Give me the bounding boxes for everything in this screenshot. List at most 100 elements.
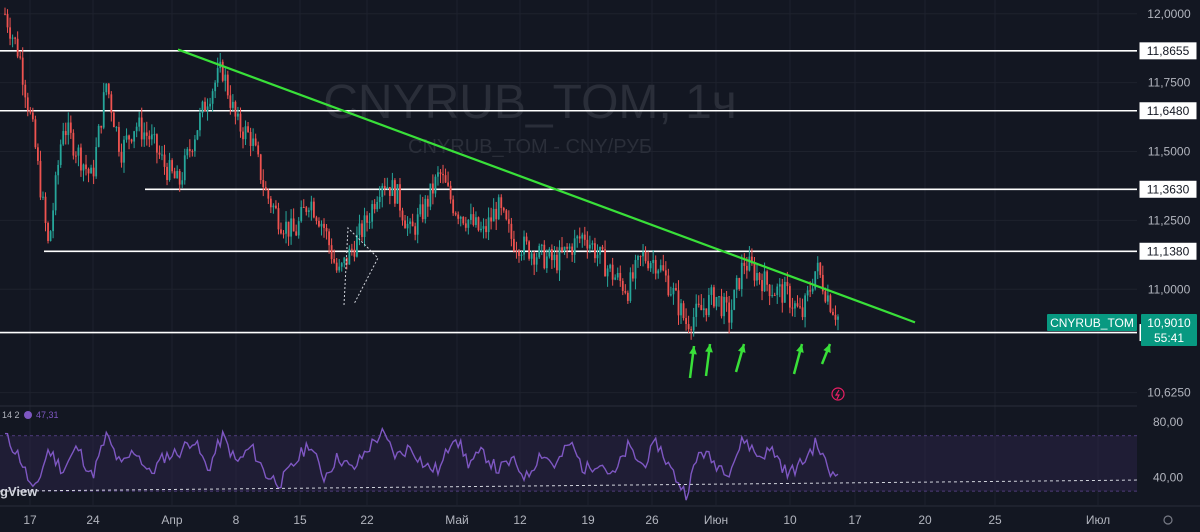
candle-body	[378, 196, 381, 202]
candle-body	[259, 154, 262, 181]
candle-body	[751, 256, 753, 264]
candle-body	[237, 113, 239, 117]
candle-body	[404, 220, 406, 229]
candle-body	[513, 238, 515, 251]
horizontal-levels[interactable]	[0, 50, 1137, 334]
candle-body	[107, 83, 110, 95]
rsi-legend[interactable]: 14 2 47,31	[2, 410, 59, 420]
price-tick-label: 11,2500	[1148, 213, 1191, 227]
candle-body	[31, 112, 34, 120]
candle-body	[275, 205, 277, 209]
candle-body	[419, 204, 422, 215]
candle-body	[692, 316, 695, 331]
candle-body	[687, 324, 690, 330]
candle-body	[90, 167, 92, 174]
candle-body	[826, 295, 829, 302]
candle-body	[47, 222, 49, 241]
candle-body	[80, 147, 82, 171]
candle-body	[358, 223, 361, 235]
candle-body	[675, 288, 677, 291]
candle-body	[62, 131, 65, 145]
candle-body	[649, 263, 652, 269]
candle-body	[249, 131, 252, 146]
candle-body	[672, 288, 675, 295]
candle-body	[632, 272, 634, 279]
candle-body	[700, 304, 703, 311]
lightning-icon[interactable]	[831, 387, 845, 401]
candle-body	[406, 223, 409, 229]
descending-trendline[interactable]	[177, 48, 916, 324]
candle-body	[563, 246, 566, 252]
candle-body	[740, 262, 743, 289]
candle-body	[548, 248, 551, 257]
candle-body	[37, 147, 39, 161]
candle-body	[553, 254, 556, 261]
candle-body	[814, 271, 817, 289]
candle-body	[295, 231, 298, 236]
candle-body	[806, 290, 809, 296]
time-tick-label: 17	[848, 513, 862, 527]
candle-body	[462, 216, 465, 224]
candle-body	[206, 106, 209, 112]
candle-body	[196, 130, 199, 140]
candle-body	[794, 303, 796, 309]
candle-body	[566, 246, 568, 249]
candle-body	[725, 296, 728, 303]
candle-body	[338, 266, 341, 271]
settings-gear-icon[interactable]	[1163, 515, 1173, 525]
price-axis-ticks: 12,0000 11,7500 11,5000 11,2500 11,0000 10,62…	[1147, 7, 1191, 400]
time-tick-label: Июн	[704, 513, 728, 527]
candle-body	[161, 154, 163, 156]
candle-body	[401, 210, 404, 221]
candle-body	[181, 180, 184, 185]
candle-body	[507, 219, 510, 224]
candle-body	[381, 185, 384, 197]
candle-body	[756, 273, 758, 281]
price-axis[interactable]	[1137, 0, 1200, 532]
candle-body	[130, 139, 133, 142]
candle-body	[414, 226, 417, 235]
candle-body	[664, 270, 667, 276]
candle-body	[416, 214, 419, 235]
candle-body	[447, 182, 449, 186]
candle-body	[596, 254, 599, 259]
candle-body	[758, 273, 761, 281]
candle-body	[482, 226, 485, 229]
pattern-drawing[interactable]	[343, 226, 379, 306]
candle-body	[19, 56, 22, 58]
candle-body	[285, 221, 287, 234]
candle-body	[16, 38, 19, 57]
candle-body	[619, 272, 622, 281]
candle-body	[87, 168, 90, 174]
candle-body	[282, 233, 285, 235]
level-tag-label: 11,1380	[1147, 244, 1190, 258]
candle-body	[77, 147, 80, 156]
candlestick-series	[4, 7, 839, 340]
candle-body	[702, 308, 705, 311]
candle-body	[490, 217, 493, 222]
candle-body	[761, 280, 763, 292]
candle-body	[669, 294, 672, 296]
candle-body	[715, 296, 718, 307]
candle-body	[581, 234, 584, 239]
level-tag	[1138, 41, 1198, 61]
candle-body	[766, 271, 769, 285]
candle-body	[599, 246, 601, 255]
candle-body	[168, 160, 171, 180]
candle-body	[262, 180, 265, 188]
candle-body	[480, 228, 482, 231]
candle-body	[361, 223, 363, 237]
time-axis[interactable]: 17 24 Апр 8 15 22 Май 12 19 26 Июн 10 17 20 25 Июл	[0, 505, 1200, 527]
candle-body	[224, 74, 227, 81]
candle-body	[133, 131, 136, 142]
arrow-head	[689, 346, 697, 355]
candle-body	[624, 290, 627, 293]
rsi-value: 47,31	[36, 410, 59, 420]
candle-body	[776, 286, 779, 296]
candle-body	[788, 286, 791, 308]
time-tick-label: 8	[233, 513, 240, 527]
rsi-icon	[24, 411, 32, 419]
candle-body	[626, 292, 629, 301]
time-tick-label: 22	[360, 513, 374, 527]
